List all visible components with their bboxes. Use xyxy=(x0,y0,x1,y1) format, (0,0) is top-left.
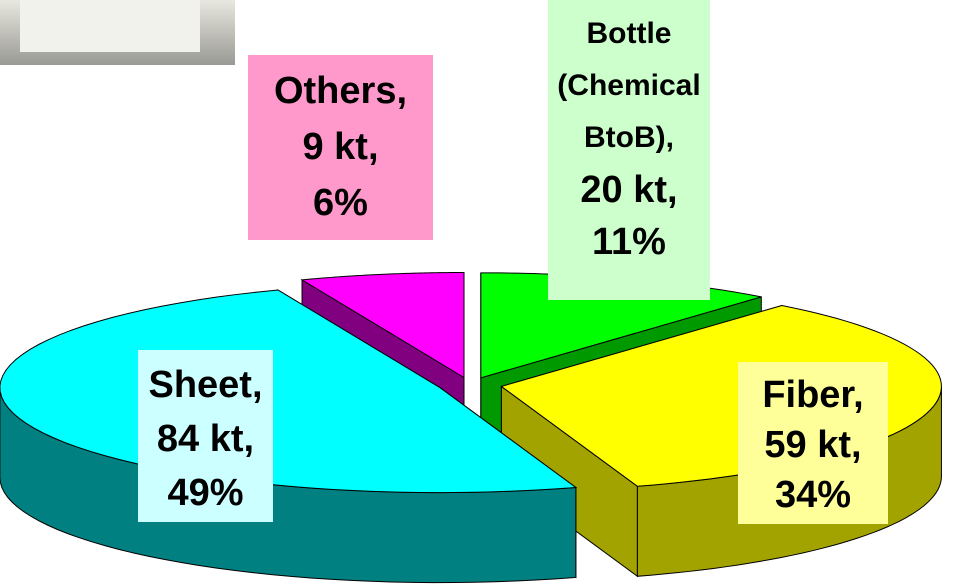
category-label: Sheet, xyxy=(148,364,263,406)
slice-top xyxy=(300,271,465,379)
amount-label: 20 kt, xyxy=(580,169,678,211)
category-label: Others, xyxy=(273,70,408,112)
photo-object xyxy=(20,0,200,52)
percent-label: 34% xyxy=(774,474,852,516)
pie xyxy=(0,271,942,584)
slice-label: Sheet, 84 kt, 49% xyxy=(138,350,273,522)
category-label: Bottle (Chemical BtoB), xyxy=(557,17,701,154)
percent-label: 49% xyxy=(167,472,244,514)
amount-label: 9 kt, xyxy=(302,126,379,168)
slice-label: Fiber, 59 kt, 34% xyxy=(738,362,888,524)
slice-label: Bottle (Chemical BtoB), 20 kt, 11% xyxy=(548,0,710,300)
slice-label: Others, 9 kt, 6% xyxy=(248,55,433,240)
category-label: Fiber, xyxy=(762,374,864,416)
percent-label: 11% xyxy=(592,221,666,263)
amount-label: 84 kt, xyxy=(156,418,255,460)
amount-label: 59 kt, xyxy=(764,424,862,466)
percent-label: 6% xyxy=(313,182,368,224)
